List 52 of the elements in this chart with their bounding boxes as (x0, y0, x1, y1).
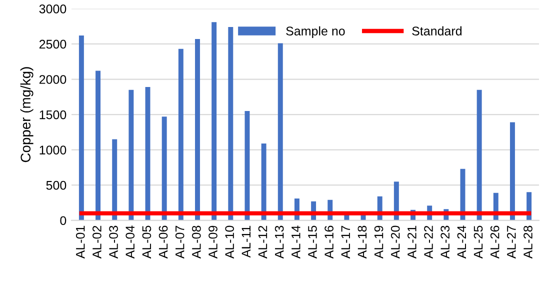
x-tick-label: AL-20 (390, 226, 400, 259)
bar (96, 70, 101, 220)
y-tick-label: 0 (60, 216, 66, 226)
x-tick-label: AL-27 (506, 226, 516, 259)
x-tick-label: AL-13 (274, 226, 284, 259)
bar (261, 143, 266, 220)
bar (112, 139, 118, 220)
x-tick-label: AL-09 (208, 226, 218, 259)
x-tick-label: AL-23 (440, 226, 450, 259)
x-tick-label: AL-10 (225, 226, 234, 259)
y-tick-label: 1500 (40, 110, 66, 120)
bar (278, 43, 283, 220)
bar (195, 39, 200, 220)
x-tick-label: AL-03 (109, 226, 118, 259)
y-tick-label: 2000 (39, 75, 66, 84)
bar (78, 36, 84, 220)
x-tick-label: AL-26 (490, 226, 500, 259)
x-tick-label: AL-21 (408, 226, 416, 259)
x-tick-label: AL-22 (424, 226, 433, 259)
x-tick-label: AL-17 (341, 226, 350, 259)
x-tick-label: AL-11 (242, 226, 250, 258)
x-tick-label: AL-01 (76, 226, 85, 259)
x-tick-label: AL-14 (292, 226, 300, 259)
bar (178, 48, 184, 220)
bar (510, 122, 515, 220)
y-tick-label: 500 (46, 180, 66, 190)
legend-label: Sample no (286, 26, 345, 38)
x-tick-label: AL-28 (524, 226, 532, 259)
x-tick-label: AL-08 (192, 226, 201, 259)
x-tick-label: AL-07 (175, 226, 184, 259)
bar (128, 90, 134, 220)
y-axis-title: Copper (mg/kg) (20, 67, 34, 162)
bar (162, 116, 167, 220)
y-tick-label: 2500 (39, 40, 66, 49)
x-tick-label: AL-24 (457, 226, 466, 259)
y-tick-label: 3000 (39, 4, 66, 14)
x-tick-label: AL-05 (142, 226, 152, 259)
legend-label: Standard (412, 26, 462, 36)
bar (228, 27, 234, 220)
bar (212, 22, 217, 220)
y-tick-label: 1000 (40, 146, 66, 154)
x-tick-label: AL-19 (374, 226, 384, 259)
x-tick-label: AL-15 (308, 226, 317, 259)
x-tick-label: AL-06 (158, 226, 168, 259)
x-tick-label: AL-12 (258, 226, 268, 259)
x-tick-label: AL-02 (92, 226, 102, 259)
x-tick-label: AL-18 (358, 226, 367, 259)
x-tick-label: AL-25 (474, 226, 483, 259)
x-tick-label: AL-16 (324, 226, 334, 259)
x-tick-label: AL-04 (126, 226, 135, 259)
bar (244, 111, 250, 220)
bar (476, 90, 482, 220)
